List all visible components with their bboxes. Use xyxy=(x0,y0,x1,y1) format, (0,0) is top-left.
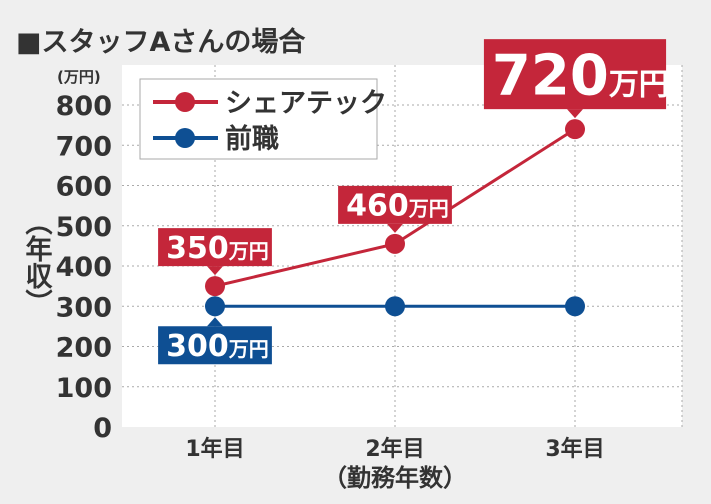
y-tick-labels: 0 100 200 300 400 500 600 700 800 xyxy=(56,91,112,444)
data-point xyxy=(565,296,585,317)
y-tick-label: 100 xyxy=(56,373,112,404)
series-lines xyxy=(205,119,585,317)
data-point xyxy=(565,119,585,140)
x-tick-labels: 1年目 2年目 3年目 xyxy=(185,436,604,462)
label-pointer xyxy=(387,223,403,233)
label-pointer xyxy=(207,266,223,276)
data-label: 460万円 xyxy=(338,185,452,233)
legend-marker-shareatech xyxy=(175,92,195,112)
data-label-text: 300万円 xyxy=(166,329,269,364)
x-tick-label: 2年目 xyxy=(365,436,424,462)
y-tick-label: 300 xyxy=(56,292,112,323)
data-label: 720万円 xyxy=(483,39,669,119)
y-tick-label: 400 xyxy=(56,252,112,283)
data-labels: 350万円 460万円 720万円 300万円 xyxy=(158,39,669,365)
y-tick-label: 800 xyxy=(56,91,112,122)
label-box xyxy=(483,39,667,110)
y-tick-label: 200 xyxy=(56,333,112,364)
data-label: 300万円 xyxy=(158,317,272,365)
y-tick-label: 600 xyxy=(56,172,112,203)
data-point xyxy=(205,276,225,297)
data-label: 350万円 xyxy=(158,228,272,276)
label-box xyxy=(158,228,272,267)
legend-label-shareatech: シェアテック xyxy=(225,88,387,119)
label-box xyxy=(338,185,452,224)
legend: シェアテック 前職 xyxy=(139,78,387,160)
x-tick-label: 3年目 xyxy=(545,436,604,462)
data-point xyxy=(385,233,405,254)
data-label-text: 350万円 xyxy=(166,231,269,266)
legend-label-previous: 前職 xyxy=(225,123,279,155)
data-point xyxy=(205,296,225,317)
y-axis-label: （年収） xyxy=(21,208,53,316)
y-unit-label: (万円) xyxy=(57,68,101,86)
label-box xyxy=(158,326,272,365)
y-tick-label: 700 xyxy=(56,131,112,162)
y-tick-label: 500 xyxy=(56,212,112,243)
label-pointer xyxy=(207,317,223,327)
label-pointer xyxy=(567,109,583,119)
y-tick-label: 0 xyxy=(93,413,112,444)
data-label-text: 720万円 xyxy=(492,43,669,108)
legend-marker-previous xyxy=(175,128,195,148)
data-point xyxy=(385,296,405,317)
chart-title: ■スタッフAさんの場合 xyxy=(16,26,305,58)
x-axis-label: （勤務年数） xyxy=(323,464,467,492)
data-label-text: 460万円 xyxy=(346,189,449,224)
x-tick-label: 1年目 xyxy=(185,436,244,462)
